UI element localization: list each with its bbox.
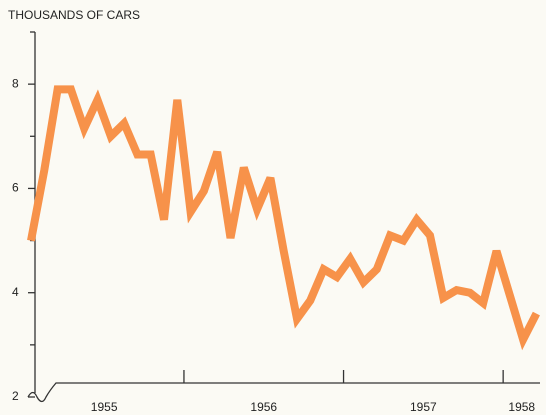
chart-title: THOUSANDS OF CARS	[8, 8, 140, 22]
x-axis	[27, 382, 540, 403]
y-tick-label: 4	[12, 285, 19, 299]
x-year-label: 1957	[410, 400, 437, 414]
y-tick-label: 6	[12, 181, 19, 195]
x-year-label: 1956	[250, 400, 277, 414]
y-tick-label: 8	[12, 76, 19, 90]
line-series	[27, 85, 540, 351]
y-tick-label: 2	[12, 389, 19, 403]
x-year-label: 1955	[91, 400, 118, 414]
x-year-label: 1958	[508, 400, 535, 414]
